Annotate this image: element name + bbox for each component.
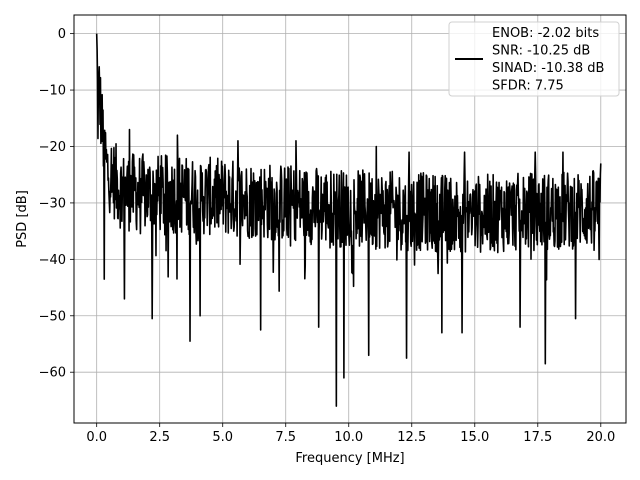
x-tick-label: 7.5 <box>275 430 296 445</box>
y-tick-label: −40 <box>39 253 66 268</box>
x-tick-label: 10.0 <box>334 430 363 445</box>
legend-label: ENOB: -2.02 bits SNR: -10.25 dB SINAD: -10… <box>492 26 604 94</box>
x-tick-label: 2.5 <box>149 430 170 445</box>
legend: ENOB: -2.02 bits SNR: -10.25 dB SINAD: -10… <box>448 21 620 97</box>
y-tick-label: −60 <box>39 366 66 381</box>
psd-series-line <box>95 33 602 407</box>
y-axis-ticks: 0 −10 −20 −30 −40 −50 −60 <box>39 27 74 381</box>
y-tick-label: −50 <box>39 309 66 324</box>
x-tick-label: 20.0 <box>586 430 615 445</box>
x-axis-label: Frequency [MHz] <box>295 451 404 466</box>
legend-box <box>448 21 620 97</box>
legend-entry-line: ENOB: -2.02 bits <box>492 26 599 41</box>
y-tick-label: −10 <box>39 84 66 99</box>
x-tick-label: 0.0 <box>86 430 107 445</box>
y-tick-label: −20 <box>39 140 66 155</box>
y-tick-label: −30 <box>39 196 66 211</box>
x-tick-label: 12.5 <box>397 430 426 445</box>
x-tick-label: 5.0 <box>212 430 233 445</box>
legend-entry-line: SFDR: 7.75 <box>492 79 564 94</box>
y-axis-label: PSD [dB] <box>15 190 30 248</box>
x-axis-ticks: 0.0 2.5 5.0 7.5 10.0 12.5 15.0 17.5 20.0 <box>86 423 615 445</box>
legend-entry-line: SNR: -10.25 dB <box>492 44 590 59</box>
legend-entry-line: SINAD: -10.38 dB <box>492 61 604 76</box>
x-tick-label: 15.0 <box>460 430 489 445</box>
series-layer <box>95 33 602 407</box>
axes-frame <box>73 14 627 424</box>
x-tick-label: 17.5 <box>523 430 552 445</box>
y-tick-label: 0 <box>58 27 66 42</box>
